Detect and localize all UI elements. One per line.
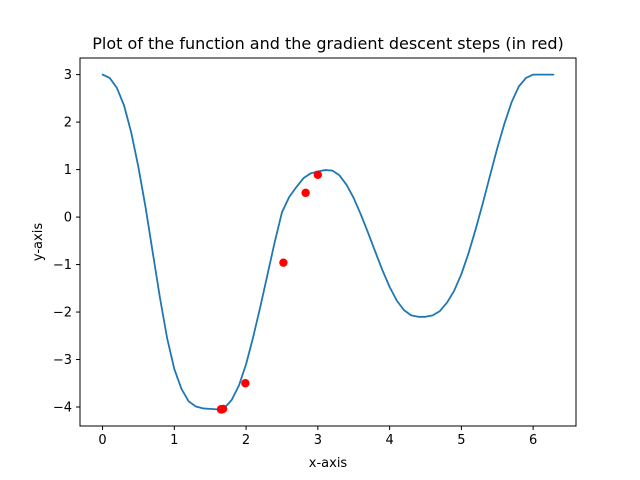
x-axis-label: x-axis	[309, 456, 348, 471]
y-tick-label: −3	[53, 353, 72, 368]
gradient-step-point	[216, 405, 226, 414]
y-tick-label: 0	[64, 211, 72, 226]
y-tick-label: −1	[53, 258, 72, 273]
gradient-step-point	[241, 379, 250, 388]
x-tick-label: 3	[314, 433, 322, 448]
y-axis-label: y-axis	[31, 223, 46, 261]
x-tick-label: 0	[98, 433, 106, 448]
gradient-step-point	[313, 170, 323, 180]
y-tick-label: 3	[64, 68, 72, 83]
y-axis-ticks: −4 −3 −2 −1 0 1 2 3	[53, 68, 80, 416]
plot-series	[101, 73, 555, 414]
x-tick-label: 4	[385, 433, 393, 448]
y-tick-label: 1	[64, 163, 72, 178]
x-tick-label: 2	[242, 433, 250, 448]
axes-frame	[79, 57, 577, 427]
gradient-step-point	[279, 258, 288, 267]
x-tick-label: 1	[170, 433, 178, 448]
y-tick-label: 2	[64, 116, 72, 131]
x-tick-label: 5	[457, 433, 465, 448]
function-curve	[101, 73, 555, 411]
chart-title: Plot of the function and the gradient de…	[92, 34, 563, 53]
y-tick-label: −4	[53, 401, 72, 416]
x-axis-ticks: 0 1 2 3 4 5 6	[98, 426, 537, 448]
x-tick-label: 6	[529, 433, 537, 448]
y-tick-label: −2	[53, 306, 72, 321]
gradient-step-point	[301, 188, 310, 198]
